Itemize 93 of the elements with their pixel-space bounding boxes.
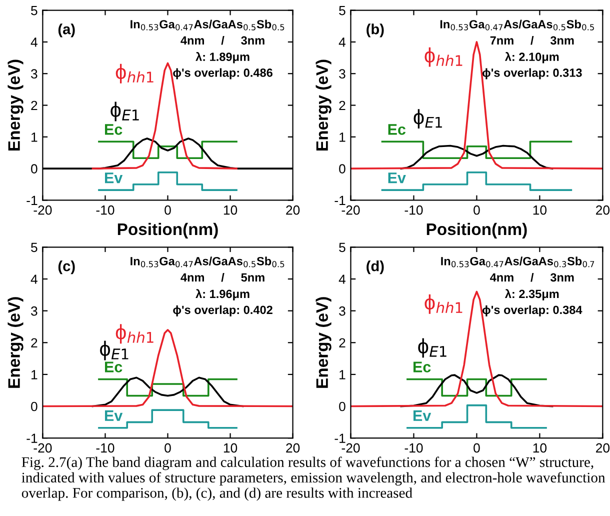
y-tick-label: 5 <box>339 6 346 16</box>
series-label: Ev <box>388 172 406 184</box>
line-series <box>92 62 238 170</box>
annotation: 4nm / 5nm <box>180 272 264 282</box>
y-tick-label: -1 <box>26 196 38 205</box>
x-tick-label: -20 <box>342 205 360 215</box>
x-tick-label: -10 <box>96 443 114 453</box>
y-tick-label: 0 <box>31 164 38 174</box>
y-tick-label: 5 <box>31 6 38 16</box>
series-label: ϕ$_{hh1}$ <box>424 47 462 67</box>
y-tick-label: 1 <box>340 132 346 142</box>
x-tick-label: 20 <box>596 205 610 215</box>
x-tick-label: 0 <box>164 205 171 215</box>
annotation: ϕ's overlap: 0.486 <box>173 68 272 80</box>
annotation: ϕ's overlap: 0.384 <box>482 305 582 316</box>
series-label: ϕ$_{E1}$ <box>414 109 442 128</box>
y-tick-label: 2 <box>339 100 346 110</box>
line-series <box>350 290 603 408</box>
annotation: λ: 1.96μm <box>196 289 250 300</box>
y-tick-label: 5 <box>339 242 346 252</box>
y-tick-label: 1 <box>32 370 38 380</box>
series-label: ϕ$_{hh1}$ <box>116 324 154 344</box>
x-tick-label: 10 <box>533 443 547 453</box>
annotation: ϕ's overlap: 0.313 <box>482 68 582 80</box>
annotation: ϕ's overlap: 0.402 <box>173 305 272 316</box>
y-tick-label: 4 <box>338 38 346 47</box>
series-label: ϕ$_{E1}$ <box>110 102 139 122</box>
x-axis-title: Position(nm) <box>426 222 527 238</box>
x-tick-label: 0 <box>474 205 480 215</box>
annotation: λ: 1.89μm <box>196 52 250 64</box>
y-tick-label: 2 <box>31 100 38 110</box>
annotation: 7nm / 3nm <box>490 36 574 45</box>
series-label: Ec <box>104 362 122 372</box>
y-tick-label: 3 <box>339 69 346 79</box>
y-axis-title: Energy (eV) <box>316 60 332 150</box>
annotation: (d) <box>366 260 384 274</box>
x-tick-label: -10 <box>404 205 423 215</box>
y-tick-label: 1 <box>340 370 346 380</box>
series-label: Ec <box>388 124 406 135</box>
annotation: In$_{0.53}$Ga$_{0.47}$As/GaAs$_{0.5}$Sb$_{0.5}$ <box>440 20 594 30</box>
x-tick-label: 20 <box>596 443 610 453</box>
y-tick-label: 1 <box>32 132 38 142</box>
annotation: (c) <box>58 260 75 274</box>
y-tick-label: 5 <box>31 242 38 252</box>
x-tick-label: -10 <box>96 205 114 215</box>
y-axis-title: Energy (eV) <box>316 297 332 388</box>
x-tick-label: -20 <box>34 443 52 453</box>
line-series <box>400 144 554 170</box>
y-tick-label: 3 <box>31 306 38 316</box>
series-label: ϕ$_{hh1}$ <box>116 64 154 84</box>
y-tick-label: 3 <box>339 306 346 316</box>
series-label: Ev <box>104 410 123 421</box>
y-tick-label: -1 <box>26 434 38 443</box>
series-label: ϕ$_{E1}$ <box>418 338 446 358</box>
caption: Fig. 2.7(a) The band diagram and calculation results of wavefunctions for a chosen “W” structure, indicated with values of structure parameters, emission wavelength, and electron-hole wavefunction overlap. For comparison, (b), (c), and (d) are results with increased <box>22 456 606 501</box>
annotation: λ: 2.10μm <box>504 52 559 64</box>
annotation: (a) <box>58 24 75 38</box>
y-tick-label: -1 <box>334 196 346 205</box>
y-tick-label: 4 <box>30 274 38 284</box>
annotation: λ: 2.35μm <box>504 289 559 300</box>
annotation: In$_{0.53}$Ga$_{0.47}$As/GaAs$_{0.5}$Sb$_{0.5}$ <box>130 20 284 30</box>
y-tick-label: 0 <box>339 402 346 412</box>
x-tick-label: -20 <box>342 443 360 453</box>
y-tick-label: 3 <box>31 69 38 79</box>
series-label: Ec <box>104 124 122 135</box>
x-tick-label: -20 <box>34 205 52 215</box>
y-tick-label: 4 <box>338 274 346 284</box>
series-label: Ev <box>413 410 432 421</box>
y-tick-label: 4 <box>30 38 38 47</box>
y-tick-label: -1 <box>334 434 346 443</box>
x-tick-label: 10 <box>533 205 547 215</box>
x-tick-label: 0 <box>474 443 480 453</box>
y-tick-label: 0 <box>31 402 38 412</box>
x-tick-label: 20 <box>286 205 300 215</box>
x-tick-label: 10 <box>224 443 238 453</box>
series-label: Ev <box>104 172 123 184</box>
y-tick-label: 0 <box>339 164 346 174</box>
y-axis-title: Energy (eV) <box>8 297 24 388</box>
annotation: In$_{0.53}$Ga$_{0.47}$As/GaAs$_{0.3}$Sb$_{0.7}$ <box>441 256 594 268</box>
x-tick-label: 0 <box>164 443 171 453</box>
y-tick-label: 2 <box>339 338 346 348</box>
annotation: 4nm / 3nm <box>180 36 264 45</box>
x-tick-label: -10 <box>404 443 423 453</box>
annotation: In$_{0.53}$Ga$_{0.47}$As/GaAs$_{0.5}$Sb$_{0.5}$ <box>130 256 284 268</box>
x-tick-label: 20 <box>286 443 300 453</box>
annotation: 4nm / 3nm <box>490 272 574 282</box>
annotation: (b) <box>366 24 384 38</box>
x-tick-label: 10 <box>224 205 238 215</box>
series-label: Ec <box>413 362 431 372</box>
y-tick-label: 2 <box>31 338 38 348</box>
series-label: ϕ$_{hh1}$ <box>424 294 462 314</box>
y-axis-title: Energy (eV) <box>8 60 24 150</box>
x-axis-title: Position(nm) <box>118 222 218 238</box>
